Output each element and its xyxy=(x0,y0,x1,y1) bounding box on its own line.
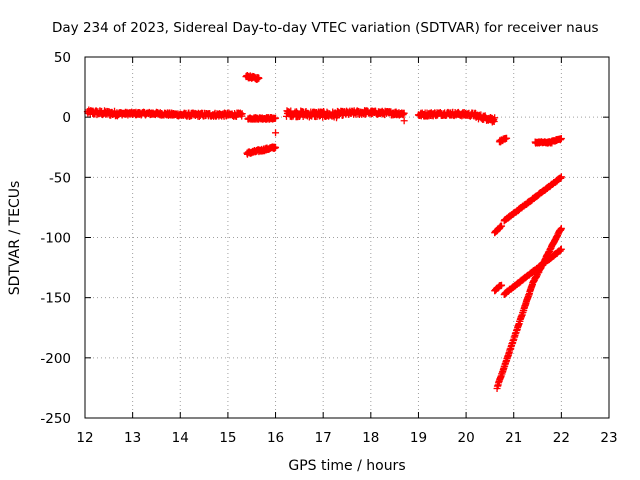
y-tick-labels: -250 -200 -150 -100 -50 0 50 xyxy=(40,50,71,427)
x-tick-label: 15 xyxy=(219,430,236,446)
x-tick-label: 17 xyxy=(315,430,332,446)
data-point xyxy=(557,135,565,143)
x-tick-label: 23 xyxy=(600,430,617,446)
y-tick-label: -200 xyxy=(40,351,71,367)
x-tick-label: 22 xyxy=(553,430,570,446)
y-tick-label: 0 xyxy=(62,110,71,126)
x-tick-label: 21 xyxy=(505,430,522,446)
axis-ticks xyxy=(84,56,610,419)
data-point xyxy=(255,74,263,82)
data-point xyxy=(557,245,565,253)
data-point xyxy=(557,224,565,232)
chart-title: Day 234 of 2023, Sidereal Day-to-day VTE… xyxy=(52,20,599,36)
x-tick-label: 20 xyxy=(457,430,474,446)
data-point xyxy=(272,129,280,137)
data-point xyxy=(488,114,496,122)
x-tick-label: 13 xyxy=(124,430,141,446)
data-point xyxy=(272,143,280,151)
y-tick-label: -100 xyxy=(40,231,71,247)
data-point xyxy=(503,134,511,142)
data-point xyxy=(557,173,565,181)
x-tick-label: 18 xyxy=(362,430,379,446)
data-point xyxy=(238,110,246,118)
x-tick-label: 16 xyxy=(267,430,284,446)
data-point xyxy=(498,281,506,289)
data-point xyxy=(498,222,506,230)
x-tick-label: 19 xyxy=(410,430,427,446)
data-points xyxy=(83,72,565,393)
y-tick-label: 50 xyxy=(54,50,71,66)
data-point xyxy=(272,114,280,122)
x-tick-label: 14 xyxy=(172,430,189,446)
x-axis-label: GPS time / hours xyxy=(288,458,405,474)
data-point xyxy=(400,117,408,125)
y-tick-label: -150 xyxy=(40,291,71,307)
y-tick-label: -250 xyxy=(40,411,71,427)
y-tick-label: -50 xyxy=(49,170,71,186)
x-tick-label: 12 xyxy=(76,430,93,446)
y-axis-label: SDTVAR / TECUs xyxy=(7,181,23,296)
data-point xyxy=(400,109,408,117)
x-tick-labels: 12 13 14 15 16 17 18 19 20 21 22 23 xyxy=(76,430,617,446)
